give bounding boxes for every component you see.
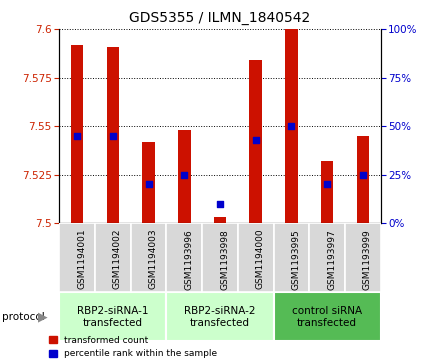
Text: GSM1193998: GSM1193998 xyxy=(220,229,229,290)
Bar xyxy=(214,217,226,223)
Bar xyxy=(345,223,381,292)
Text: GSM1194001: GSM1194001 xyxy=(77,229,86,289)
Point xyxy=(252,137,259,143)
Bar xyxy=(59,223,95,292)
Text: GSM1193996: GSM1193996 xyxy=(184,229,193,290)
Text: protocol: protocol xyxy=(2,312,45,322)
Bar xyxy=(166,292,274,341)
Bar xyxy=(166,223,202,292)
Bar xyxy=(321,161,334,223)
Text: RBP2-siRNA-2
transfected: RBP2-siRNA-2 transfected xyxy=(184,306,256,327)
Bar xyxy=(356,136,369,223)
Point xyxy=(288,123,295,129)
Bar xyxy=(202,223,238,292)
Point xyxy=(216,201,224,207)
Text: ▶: ▶ xyxy=(38,310,48,323)
Text: GSM1194000: GSM1194000 xyxy=(256,229,265,289)
Title: GDS5355 / ILMN_1840542: GDS5355 / ILMN_1840542 xyxy=(129,11,311,25)
Bar xyxy=(238,223,274,292)
Point xyxy=(145,182,152,187)
Point xyxy=(110,133,117,139)
Bar xyxy=(106,46,119,223)
Text: GSM1194003: GSM1194003 xyxy=(149,229,158,289)
Bar xyxy=(249,60,262,223)
Bar xyxy=(274,292,381,341)
Bar xyxy=(59,292,166,341)
Text: GSM1193997: GSM1193997 xyxy=(327,229,336,290)
Point xyxy=(74,133,81,139)
Text: GSM1194002: GSM1194002 xyxy=(113,229,122,289)
Bar xyxy=(71,45,84,223)
Bar xyxy=(309,223,345,292)
Text: RBP2-siRNA-1
transfected: RBP2-siRNA-1 transfected xyxy=(77,306,149,327)
Legend: transformed count, percentile rank within the sample: transformed count, percentile rank withi… xyxy=(48,336,217,359)
Point xyxy=(181,172,188,178)
Bar xyxy=(143,142,155,223)
Bar xyxy=(274,223,309,292)
Bar xyxy=(131,223,166,292)
Bar xyxy=(285,29,297,223)
Point xyxy=(359,172,366,178)
Bar xyxy=(95,223,131,292)
Text: GSM1193995: GSM1193995 xyxy=(291,229,301,290)
Text: control siRNA
transfected: control siRNA transfected xyxy=(292,306,362,327)
Point xyxy=(323,182,330,187)
Bar xyxy=(178,130,191,223)
Text: GSM1193999: GSM1193999 xyxy=(363,229,372,290)
